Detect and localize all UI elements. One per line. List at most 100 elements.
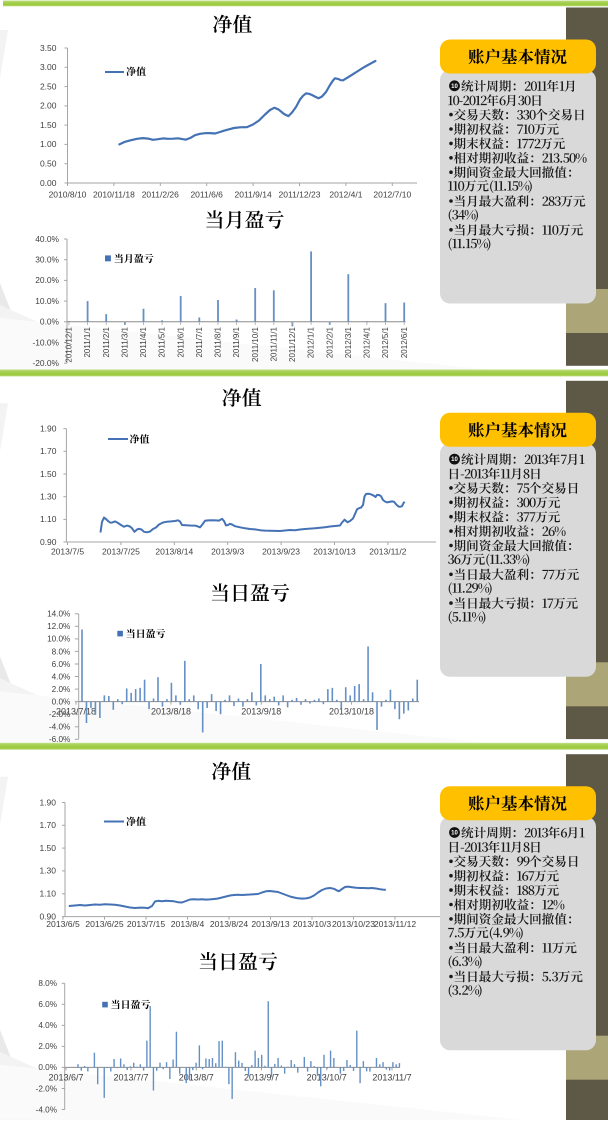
svg-text:2013/7/25: 2013/7/25 [102,547,140,557]
svg-text:2012/7/10: 2012/7/10 [373,190,411,200]
svg-text:4.0%: 4.0% [38,1021,57,1030]
svg-text:2012/3/1: 2012/3/1 [344,326,353,358]
svg-text:8.0%: 8.0% [52,647,71,656]
svg-text:2011/10/1: 2011/10/1 [251,326,260,362]
svg-text:0.0%: 0.0% [38,1063,57,1072]
svg-text:1.70: 1.70 [40,446,57,456]
svg-text:2013/9/18: 2013/9/18 [241,706,281,716]
svg-text:-2.0%: -2.0% [49,710,70,719]
svg-text:0.00: 0.00 [40,178,57,188]
svg-text:-6.0%: -6.0% [49,735,70,744]
svg-text:2013/9/13: 2013/9/13 [251,919,289,929]
svg-text:2013/7/15: 2013/7/15 [127,919,165,929]
svg-text:2013/6/25: 2013/6/25 [85,919,123,929]
svg-text:1.10: 1.10 [39,889,56,899]
svg-text:2013/6/5: 2013/6/5 [46,919,80,929]
svg-text:2010/11/18: 2010/11/18 [93,190,135,200]
svg-text:2011/2/26: 2011/2/26 [142,190,179,200]
svg-text:10: 10 [451,831,458,837]
svg-text:14.0%: 14.0% [47,610,70,619]
svg-text:2011/7/1: 2011/7/1 [195,326,204,357]
svg-text:2.0%: 2.0% [52,685,71,694]
svg-text:0.90: 0.90 [40,537,57,547]
svg-text:10: 10 [451,84,458,90]
svg-text:2011/12/23: 2011/12/23 [279,190,321,200]
svg-text:2011/4/1: 2011/4/1 [139,326,148,357]
svg-text:1.50: 1.50 [39,843,56,853]
svg-text:0.90: 0.90 [39,911,56,921]
svg-text:1.90: 1.90 [40,423,57,433]
svg-text:1.30: 1.30 [39,866,56,876]
svg-text:2012/5/1: 2012/5/1 [381,326,390,358]
svg-text:4.0%: 4.0% [52,672,71,681]
svg-text:2012/4/1: 2012/4/1 [329,190,362,200]
svg-text:-20.0%: -20.0% [32,358,59,368]
svg-text:12.0%: 12.0% [47,622,70,631]
svg-text:2.0%: 2.0% [38,1042,57,1051]
svg-text:2012/4/1: 2012/4/1 [363,326,372,358]
svg-text:2011/12/1: 2011/12/1 [288,326,297,362]
svg-text:0.0%: 0.0% [52,697,71,706]
svg-text:2013/8/18: 2013/8/18 [151,706,191,716]
svg-text:1.10: 1.10 [40,514,57,524]
svg-text:2013/8/24: 2013/8/24 [210,919,248,929]
svg-text:1.50: 1.50 [40,120,57,130]
svg-text:2011/11/1: 2011/11/1 [269,326,278,361]
svg-text:1.00: 1.00 [40,139,57,149]
svg-text:2013/8/14: 2013/8/14 [155,547,193,557]
svg-text:2013/7/7: 2013/7/7 [113,1073,148,1083]
svg-text:2013/10/18: 2013/10/18 [329,706,374,716]
svg-text:-4.0%: -4.0% [49,723,70,732]
svg-text:6.0%: 6.0% [38,1000,57,1009]
svg-text:2013/8/4: 2013/8/4 [171,919,205,929]
svg-text:2011/2/1: 2011/2/1 [102,326,111,357]
svg-text:6.0%: 6.0% [52,660,71,669]
svg-text:0.50: 0.50 [40,159,57,169]
svg-text:2010/8/10: 2010/8/10 [49,190,87,200]
svg-text:2.50: 2.50 [40,81,57,91]
svg-text:10.0%: 10.0% [47,635,70,644]
svg-text:2011/9/14: 2011/9/14 [235,190,272,200]
svg-text:2011/3/1: 2011/3/1 [120,326,129,357]
svg-text:2012/1/1: 2012/1/1 [307,326,316,358]
svg-text:2013/9/23: 2013/9/23 [262,547,300,557]
svg-text:2011/1/1: 2011/1/1 [83,326,92,357]
svg-text:10.0%: 10.0% [35,296,59,306]
svg-text:3.00: 3.00 [40,62,57,72]
svg-text:-2.0%: -2.0% [36,1084,57,1093]
svg-text:2013/6/7: 2013/6/7 [48,1073,83,1083]
svg-text:30.0%: 30.0% [35,255,59,265]
svg-text:2013/7/5: 2013/7/5 [51,547,84,557]
svg-text:0.0%: 0.0% [40,317,60,327]
svg-text:2011/9/1: 2011/9/1 [232,326,241,357]
svg-text:3.50: 3.50 [40,43,57,53]
svg-text:2011/5/1: 2011/5/1 [158,326,167,357]
svg-text:2011/6/6: 2011/6/6 [190,190,223,200]
svg-text:1.50: 1.50 [40,469,57,479]
svg-text:1.90: 1.90 [39,797,56,807]
svg-text:2011/6/1: 2011/6/1 [176,326,185,357]
svg-text:2013/10/23: 2013/10/23 [332,919,375,929]
svg-text:2013/9/7: 2013/9/7 [244,1073,279,1083]
svg-text:-10.0%: -10.0% [32,337,59,347]
svg-text:2012/6/1: 2012/6/1 [400,326,409,358]
svg-text:2013/11/12: 2013/11/12 [374,919,417,929]
svg-text:20.0%: 20.0% [35,275,59,285]
svg-text:2.00: 2.00 [40,101,57,111]
svg-text:2013/8/7: 2013/8/7 [179,1073,214,1083]
svg-text:2013/11/7: 2013/11/7 [372,1073,411,1083]
svg-text:-4.0%: -4.0% [36,1105,57,1114]
svg-text:2013/7/18: 2013/7/18 [56,706,96,716]
svg-text:10: 10 [451,457,458,463]
svg-text:2013/10/7: 2013/10/7 [307,1073,347,1083]
svg-text:2012/2/1: 2012/2/1 [325,326,334,358]
svg-text:2013/9/3: 2013/9/3 [211,547,244,557]
svg-text:1.30: 1.30 [40,492,57,502]
svg-text:2013/11/2: 2013/11/2 [369,547,406,557]
svg-text:8.0%: 8.0% [38,979,57,988]
svg-text:1.70: 1.70 [39,820,56,830]
svg-text:2013/10/13: 2013/10/13 [313,547,356,557]
svg-text:2011/8/1: 2011/8/1 [214,326,223,357]
svg-text:40.0%: 40.0% [35,234,59,244]
svg-text:2013/10/3: 2013/10/3 [293,919,331,929]
